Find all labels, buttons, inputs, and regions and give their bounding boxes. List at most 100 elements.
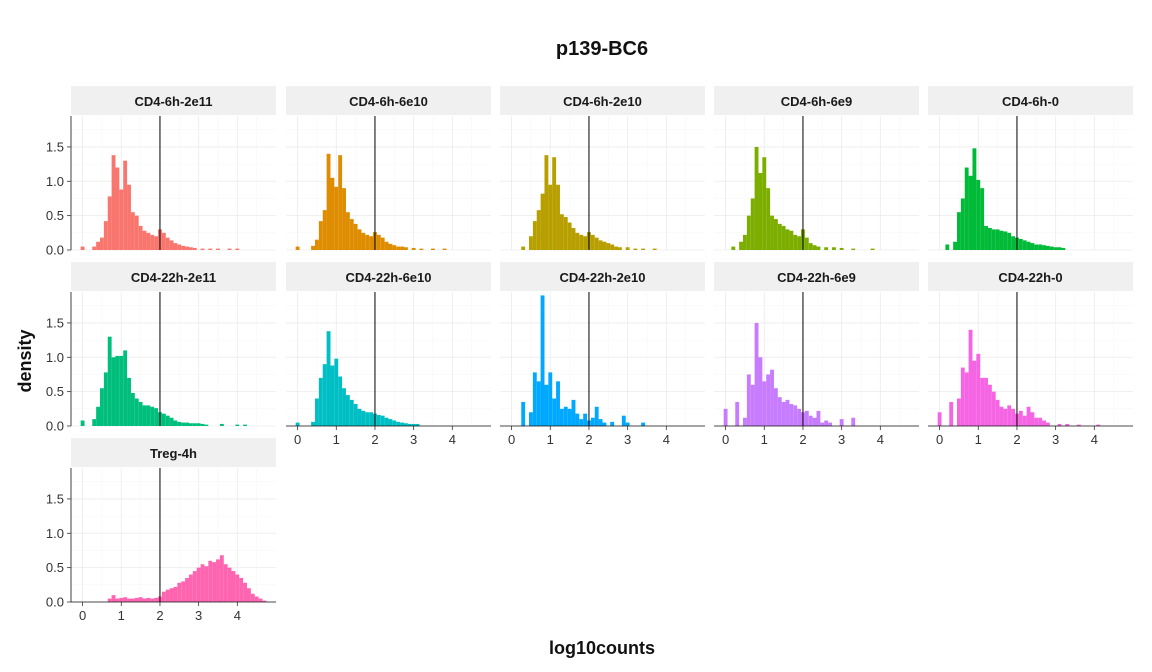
histogram-bar: [154, 597, 159, 602]
histogram-bar: [754, 322, 759, 426]
facet-strip: [71, 438, 276, 467]
x-tick-label: 2: [371, 432, 378, 447]
histogram-bar: [1057, 247, 1062, 250]
x-tick-label: 3: [410, 432, 417, 447]
histogram-bar: [610, 421, 615, 426]
histogram-bar: [1049, 246, 1054, 250]
histogram-bar: [789, 230, 794, 250]
histogram-bar: [536, 381, 541, 426]
histogram-bar: [548, 372, 553, 426]
histogram-bar: [1011, 236, 1016, 250]
histogram-bar: [376, 415, 381, 426]
histogram-bar: [177, 244, 182, 250]
histogram-bar: [127, 598, 131, 602]
histogram-bar: [181, 245, 186, 250]
facet-strip-label: CD4-6h-6e10: [349, 94, 428, 109]
histogram-bar: [173, 243, 178, 250]
histogram-bar: [598, 419, 603, 426]
histogram-bar: [999, 406, 1004, 426]
histogram-bar: [532, 372, 537, 426]
facet-strip-label: CD4-22h-6e9: [777, 270, 856, 285]
histogram-bar: [1011, 408, 1016, 426]
x-tick-label: 1: [118, 608, 125, 623]
histogram-bar: [219, 555, 224, 602]
histogram-bar: [177, 582, 182, 602]
histogram-bar: [785, 229, 790, 250]
histogram-bar: [258, 598, 263, 602]
histogram-bar: [315, 398, 319, 426]
histogram-bar: [154, 408, 159, 426]
histogram-bar: [984, 377, 988, 426]
histogram-bar: [365, 234, 370, 250]
histogram-bar: [200, 248, 205, 250]
x-tick-label: 4: [1091, 432, 1098, 447]
histogram-bar: [134, 597, 139, 602]
histogram-bar: [400, 422, 404, 426]
histogram-bar: [602, 241, 607, 250]
x-tick-label: 0: [936, 432, 943, 447]
histogram-bar: [851, 417, 856, 426]
histogram-bar: [326, 153, 331, 250]
facet-panel-7: CD4-22h-6e10 0 1 2 3 4: [286, 262, 491, 447]
histogram-bar: [345, 395, 350, 426]
facet-panel-9: CD4-22h-6e9 0 1 2 3 4: [714, 262, 919, 447]
histogram-bar: [1018, 410, 1023, 426]
histogram-bar: [212, 562, 217, 602]
histogram-bar: [1042, 245, 1046, 250]
histogram-bar: [227, 567, 232, 602]
histogram-bar: [964, 372, 969, 426]
histogram-bar: [606, 243, 611, 250]
histogram-bar: [219, 423, 224, 426]
facet-panel-2: CD4-6h-6e10: [286, 86, 491, 251]
histogram-bar: [575, 413, 580, 426]
histogram-bar: [781, 401, 786, 426]
histogram-bar: [392, 420, 397, 426]
histogram-bar: [766, 374, 771, 426]
histogram-bar: [770, 215, 774, 250]
histogram-bar: [980, 188, 985, 250]
histogram-bar: [625, 422, 630, 426]
histogram-bar: [1057, 423, 1062, 426]
histogram-bar: [633, 248, 638, 250]
histogram-bar: [1034, 244, 1039, 250]
histogram-bar: [200, 564, 205, 602]
histogram-bar: [392, 245, 397, 250]
y-tick-label: 1.5: [46, 491, 64, 506]
histogram-bar: [1038, 244, 1043, 250]
histogram-bar: [968, 329, 973, 426]
histogram-bar: [556, 184, 560, 250]
histogram-bar: [311, 245, 316, 250]
histogram-bar: [403, 423, 408, 426]
histogram-bar: [239, 577, 244, 602]
histogram-bar: [173, 420, 178, 426]
histogram-bar: [150, 234, 155, 250]
histogram-bar: [115, 355, 120, 426]
histogram-bar: [529, 412, 533, 426]
histogram-bar: [403, 247, 408, 250]
histogram-bar: [235, 574, 240, 602]
histogram-bar: [216, 559, 220, 602]
facet-panel-11: Treg-4h 0.0 0.5 1.0 1.5 0 1 2 3 4: [46, 438, 276, 623]
histogram-bar: [146, 597, 151, 602]
y-tick-label: 0.5: [46, 560, 64, 575]
histogram-bar: [571, 228, 576, 250]
histogram-bar: [937, 412, 942, 426]
histogram-bar: [361, 232, 366, 250]
histogram-bar: [322, 364, 327, 426]
x-tick-label: 1: [547, 432, 554, 447]
histogram-bar: [529, 236, 533, 250]
facet-strip-label: CD4-22h-0: [998, 270, 1062, 285]
histogram-bar: [100, 237, 104, 250]
histogram-bar: [949, 401, 954, 426]
histogram-bar: [762, 381, 767, 426]
histogram-bar: [567, 408, 572, 426]
x-tick-label: 0: [294, 432, 301, 447]
histogram-bar: [142, 405, 147, 426]
histogram-bar: [987, 228, 992, 250]
facet-strip-label: CD4-6h-2e10: [563, 94, 642, 109]
histogram-bar: [964, 167, 969, 250]
x-tick-label: 0: [722, 432, 729, 447]
histogram-bar: [243, 424, 247, 426]
histogram-bar: [1030, 243, 1035, 250]
histogram-bar: [770, 369, 774, 426]
